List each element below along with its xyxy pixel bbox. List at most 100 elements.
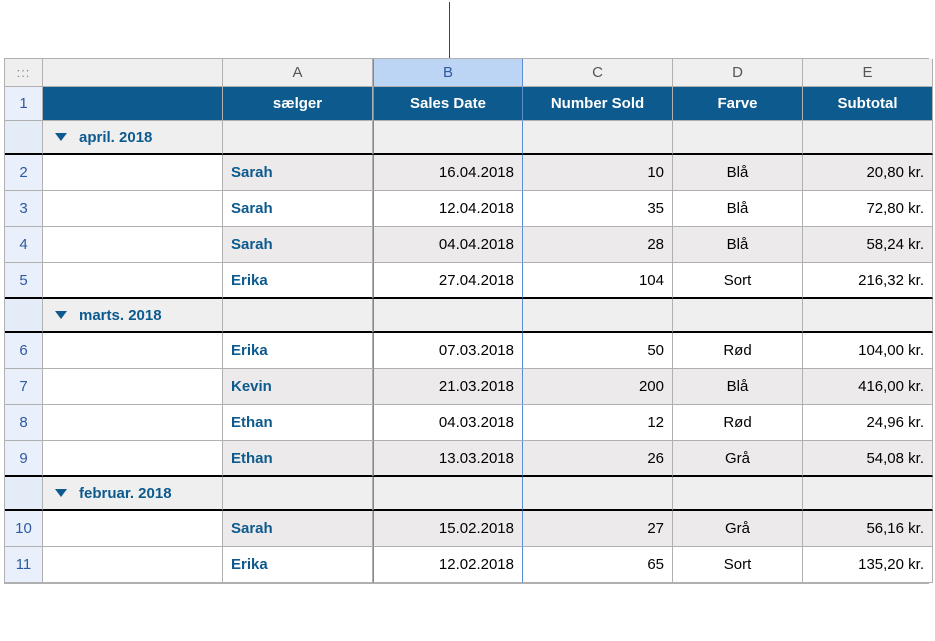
row-number-4[interactable]: 4: [5, 227, 43, 263]
cell-subtotal[interactable]: 216,32 kr.: [803, 263, 933, 299]
cell-subtotal[interactable]: 56,16 kr.: [803, 511, 933, 547]
cell-color[interactable]: Rød: [673, 405, 803, 441]
cell-number-sold[interactable]: 26: [523, 441, 673, 477]
cell-sales-date[interactable]: 27.04.2018: [373, 263, 523, 299]
cell-subtotal[interactable]: 58,24 kr.: [803, 227, 933, 263]
cell-sales-date[interactable]: 04.04.2018: [373, 227, 523, 263]
group-blank-cell: [373, 477, 523, 511]
row-number-group-1[interactable]: [5, 299, 43, 333]
cell-number-sold[interactable]: 200: [523, 369, 673, 405]
cell-color[interactable]: Blå: [673, 191, 803, 227]
cell-number-sold[interactable]: 10: [523, 155, 673, 191]
group-blank-cell: [523, 299, 673, 333]
row-gutter-cell[interactable]: [43, 441, 223, 477]
row-number-group-0[interactable]: [5, 121, 43, 155]
group-blank-cell: [373, 121, 523, 155]
cell-sales-date[interactable]: 13.03.2018: [373, 441, 523, 477]
cell-number-sold[interactable]: 28: [523, 227, 673, 263]
cell-seller[interactable]: Erika: [223, 547, 373, 583]
cell-sales-date[interactable]: 12.04.2018: [373, 191, 523, 227]
group-blank-cell: [223, 477, 373, 511]
group-label-0[interactable]: april. 2018: [43, 121, 223, 155]
cell-subtotal[interactable]: 416,00 kr.: [803, 369, 933, 405]
group-label-1[interactable]: marts. 2018: [43, 299, 223, 333]
group-blank-cell: [373, 299, 523, 333]
group-blank-cell: [223, 299, 373, 333]
cell-seller[interactable]: Sarah: [223, 155, 373, 191]
cell-color[interactable]: Sort: [673, 263, 803, 299]
cell-number-sold[interactable]: 50: [523, 333, 673, 369]
row-number-9[interactable]: 9: [5, 441, 43, 477]
row-number-3[interactable]: 3: [5, 191, 43, 227]
cell-subtotal[interactable]: 24,96 kr.: [803, 405, 933, 441]
cell-sales-date[interactable]: 15.02.2018: [373, 511, 523, 547]
row-number-7[interactable]: 7: [5, 369, 43, 405]
col-header-E[interactable]: E: [803, 59, 933, 87]
group-label-2[interactable]: februar. 2018: [43, 477, 223, 511]
row-number-group-2[interactable]: [5, 477, 43, 511]
row-number-1[interactable]: 1: [5, 87, 43, 121]
col-header-C[interactable]: C: [523, 59, 673, 87]
row-number-11[interactable]: 11: [5, 547, 43, 583]
cell-subtotal[interactable]: 72,80 kr.: [803, 191, 933, 227]
row-gutter-cell[interactable]: [43, 155, 223, 191]
cell-subtotal[interactable]: 54,08 kr.: [803, 441, 933, 477]
row-number-5[interactable]: 5: [5, 263, 43, 299]
cell-sales-date[interactable]: 12.02.2018: [373, 547, 523, 583]
cell-color[interactable]: Grå: [673, 441, 803, 477]
cell-color[interactable]: Rød: [673, 333, 803, 369]
col-header-A[interactable]: A: [223, 59, 373, 87]
disclosure-triangle-icon[interactable]: [55, 133, 67, 141]
header-cell-3: Farve: [673, 87, 803, 121]
row-gutter-cell[interactable]: [43, 333, 223, 369]
cell-sales-date[interactable]: 04.03.2018: [373, 405, 523, 441]
row-gutter-cell[interactable]: [43, 369, 223, 405]
cell-sales-date[interactable]: 21.03.2018: [373, 369, 523, 405]
row-gutter-cell[interactable]: [43, 511, 223, 547]
col-header-blank[interactable]: [43, 59, 223, 87]
group-blank-cell: [673, 299, 803, 333]
cell-seller[interactable]: Ethan: [223, 441, 373, 477]
cell-sales-date[interactable]: 16.04.2018: [373, 155, 523, 191]
header-cell-0: sælger: [223, 87, 373, 121]
cell-number-sold[interactable]: 104: [523, 263, 673, 299]
cell-number-sold[interactable]: 12: [523, 405, 673, 441]
row-number-6[interactable]: 6: [5, 333, 43, 369]
cell-color[interactable]: Grå: [673, 511, 803, 547]
row-gutter-cell[interactable]: [43, 547, 223, 583]
cell-subtotal[interactable]: 135,20 kr.: [803, 547, 933, 583]
cell-subtotal[interactable]: 104,00 kr.: [803, 333, 933, 369]
cell-color[interactable]: Blå: [673, 227, 803, 263]
cell-seller[interactable]: Sarah: [223, 227, 373, 263]
cell-seller[interactable]: Erika: [223, 263, 373, 299]
cell-subtotal[interactable]: 20,80 kr.: [803, 155, 933, 191]
disclosure-triangle-icon[interactable]: [55, 489, 67, 497]
cell-color[interactable]: Blå: [673, 369, 803, 405]
col-header-B[interactable]: B: [373, 59, 523, 87]
row-number-8[interactable]: 8: [5, 405, 43, 441]
row-gutter-cell[interactable]: [43, 227, 223, 263]
row-gutter-cell[interactable]: [43, 191, 223, 227]
select-all-corner[interactable]: :::: [5, 59, 43, 87]
cell-sales-date[interactable]: 07.03.2018: [373, 333, 523, 369]
group-label-text: februar. 2018: [79, 485, 172, 502]
cell-number-sold[interactable]: 27: [523, 511, 673, 547]
group-blank-cell: [223, 121, 373, 155]
cell-seller[interactable]: Sarah: [223, 191, 373, 227]
cell-number-sold[interactable]: 35: [523, 191, 673, 227]
cell-color[interactable]: Sort: [673, 547, 803, 583]
row-gutter-cell[interactable]: [43, 263, 223, 299]
col-header-D[interactable]: D: [673, 59, 803, 87]
cell-seller[interactable]: Kevin: [223, 369, 373, 405]
cell-seller[interactable]: Ethan: [223, 405, 373, 441]
spreadsheet-table: :::ABCDE1sælgerSales DateNumber SoldFarv…: [4, 58, 929, 584]
cell-color[interactable]: Blå: [673, 155, 803, 191]
cell-seller[interactable]: Sarah: [223, 511, 373, 547]
row-gutter-cell[interactable]: [43, 405, 223, 441]
cell-seller[interactable]: Erika: [223, 333, 373, 369]
group-blank-cell: [803, 121, 933, 155]
row-number-2[interactable]: 2: [5, 155, 43, 191]
disclosure-triangle-icon[interactable]: [55, 311, 67, 319]
cell-number-sold[interactable]: 65: [523, 547, 673, 583]
row-number-10[interactable]: 10: [5, 511, 43, 547]
